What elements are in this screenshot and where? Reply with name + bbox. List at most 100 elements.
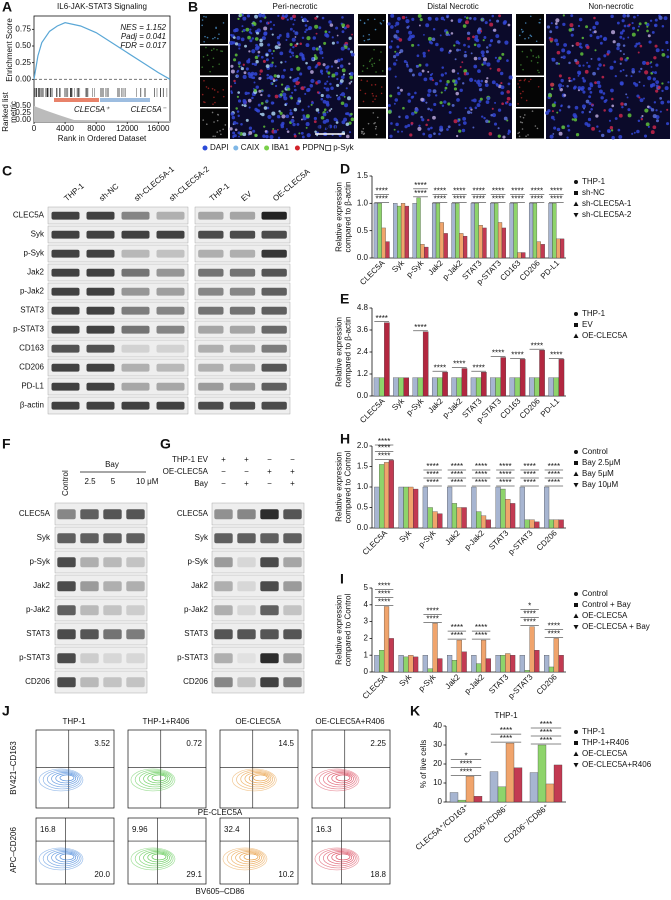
cell — [231, 115, 236, 120]
cell — [282, 123, 285, 126]
bar — [481, 372, 487, 397]
bar — [374, 655, 380, 673]
cell — [393, 34, 398, 39]
bar — [431, 377, 438, 397]
cell — [289, 111, 293, 116]
cell — [233, 36, 236, 39]
cell — [292, 78, 296, 83]
thumb-dot — [203, 79, 205, 82]
scale-label: 100 μm — [317, 123, 344, 132]
cell — [293, 88, 297, 92]
rank-bar — [54, 98, 99, 102]
cell — [650, 85, 653, 88]
cell — [242, 16, 247, 21]
cell — [618, 113, 623, 118]
cell — [631, 21, 634, 25]
thumb-dot — [201, 93, 204, 96]
legend-text: THP-1 — [582, 309, 606, 318]
cell — [654, 18, 658, 22]
x-tick-label: Syk — [390, 396, 407, 413]
thumb-dot — [217, 37, 219, 40]
contour — [331, 773, 353, 784]
cell — [443, 100, 447, 104]
cell — [659, 110, 662, 113]
blot-band — [121, 363, 150, 372]
cell — [491, 14, 495, 18]
blot-band — [121, 230, 150, 239]
contour — [231, 768, 277, 792]
x-tick-label: p-Syk — [417, 528, 439, 550]
contour — [47, 770, 80, 788]
cell — [636, 29, 640, 32]
cell — [453, 44, 456, 47]
blot-band — [57, 533, 76, 544]
cell — [486, 77, 489, 80]
contour — [335, 853, 351, 861]
cell — [489, 67, 492, 70]
cell — [324, 30, 328, 34]
thumb-dot — [530, 49, 532, 51]
blot-band — [229, 382, 256, 391]
condition-label: Bay — [194, 479, 208, 488]
cell — [408, 30, 413, 35]
bar — [451, 660, 458, 673]
stat-annotation: NES = 1.152 — [120, 23, 166, 32]
thumb-dot — [362, 100, 365, 103]
significance: **** — [375, 194, 387, 203]
cell — [655, 63, 659, 67]
blot-band — [86, 344, 115, 353]
cell — [401, 130, 403, 133]
x-tick-label: p-STAT3 — [506, 672, 535, 701]
cell — [404, 125, 408, 129]
cell — [284, 60, 287, 63]
bar — [388, 638, 394, 673]
blot-band — [260, 533, 279, 544]
bar — [544, 655, 550, 673]
cell — [320, 115, 325, 120]
cell — [582, 64, 585, 67]
x-tick-label: CD206 — [518, 258, 542, 282]
legend-text: Bay 10μM — [582, 480, 619, 489]
cell — [292, 122, 296, 127]
bar — [495, 486, 501, 529]
bar — [495, 655, 501, 673]
y-tick-label: 10 — [433, 778, 442, 787]
blot-strip — [47, 320, 189, 339]
cell — [285, 39, 288, 41]
significance: **** — [434, 363, 446, 372]
thumbnail — [200, 14, 228, 44]
blot-band — [86, 325, 115, 334]
cell — [453, 83, 457, 86]
bar — [437, 513, 443, 529]
cell — [285, 102, 288, 105]
thumb-dot — [371, 92, 374, 95]
cell — [640, 118, 644, 121]
cell — [574, 105, 579, 110]
x-tick-label: p-Jak2 — [441, 258, 465, 282]
cell — [639, 98, 644, 103]
cell — [296, 42, 299, 46]
thumbnail — [200, 45, 228, 76]
metric-tick-label: 0.50 — [15, 101, 31, 110]
significance: **** — [375, 186, 387, 195]
significance: **** — [460, 759, 472, 768]
thumb-dot — [535, 40, 538, 43]
cell — [299, 52, 304, 57]
cell — [286, 34, 290, 38]
bar — [473, 796, 483, 803]
cell — [463, 53, 468, 58]
cell — [237, 43, 241, 47]
blot-band — [103, 509, 122, 520]
cell — [331, 36, 334, 39]
cell — [305, 114, 310, 119]
bar — [420, 244, 425, 259]
x-tick-label: p-Syk — [405, 396, 427, 418]
cell — [404, 115, 409, 120]
thumb-dot — [214, 36, 216, 39]
cell — [438, 132, 441, 136]
cell — [606, 129, 611, 133]
thumb-dot — [361, 132, 363, 134]
cell — [588, 95, 592, 99]
bar — [417, 377, 424, 397]
cell — [451, 69, 456, 73]
